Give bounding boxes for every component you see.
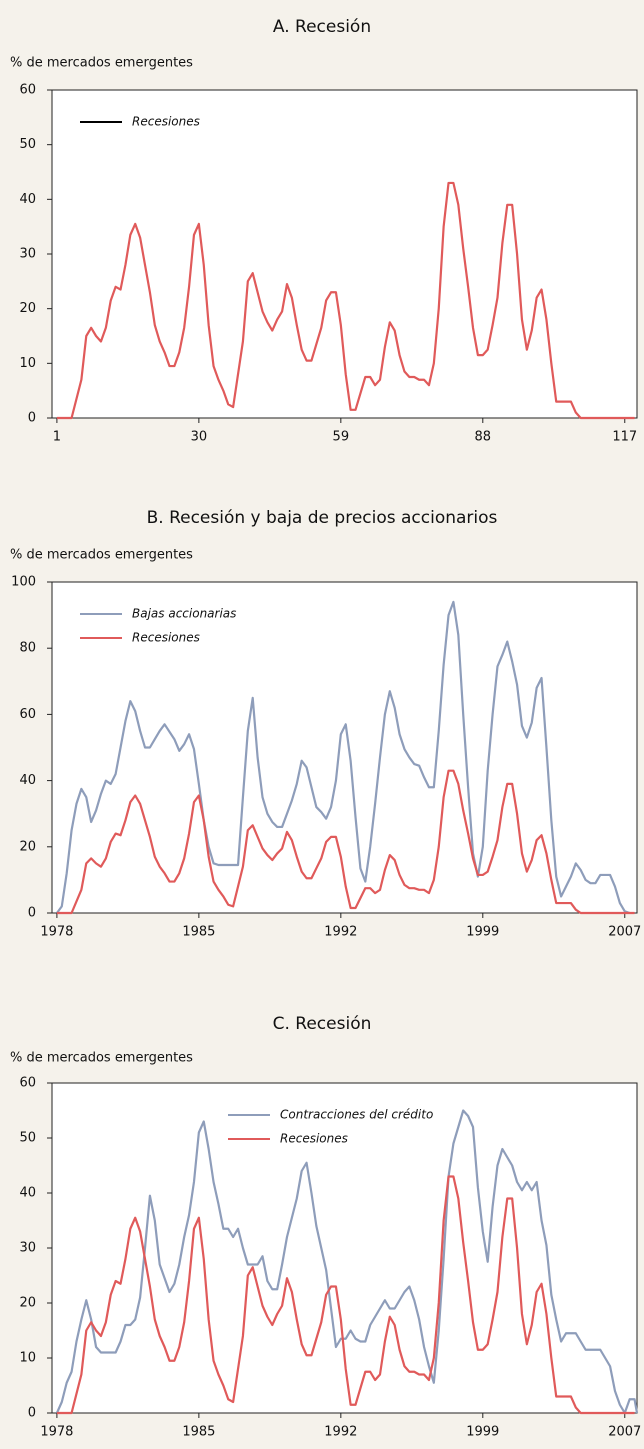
y-tick-label: 30 — [19, 1241, 36, 1256]
y-tick-label: 40 — [19, 1186, 36, 1201]
x-tick-label: 1985 — [182, 1425, 215, 1440]
y-tick-label: 50 — [19, 137, 36, 152]
x-tick-label: 2007 — [608, 1425, 641, 1440]
y-tick-label: 0 — [28, 411, 36, 426]
y-axis-label: % de mercados emergentes — [10, 548, 193, 563]
y-tick-label: 100 — [11, 575, 36, 590]
y-tick-label: 40 — [19, 192, 36, 207]
chart-title: B. Recesión y baja de precios accionario… — [147, 508, 498, 528]
y-tick-label: 20 — [19, 301, 36, 316]
y-tick-label: 20 — [19, 839, 36, 854]
series-line — [56, 181, 635, 420]
x-tick-label: 59 — [333, 430, 350, 445]
y-tick-label: 10 — [19, 1351, 36, 1366]
x-tick-label: 88 — [475, 430, 492, 445]
y-tick-label: 40 — [19, 773, 36, 788]
legend-label: Recesiones — [132, 631, 200, 645]
y-tick-label: 80 — [19, 641, 36, 656]
x-tick-label: 1978 — [40, 925, 73, 940]
y-tick-label: 0 — [28, 906, 36, 921]
x-tick-label: 1978 — [40, 1425, 73, 1440]
y-tick-label: 10 — [19, 356, 36, 371]
series-line — [56, 769, 635, 915]
x-tick-label: 2007 — [608, 925, 641, 940]
x-tick-label: 30 — [191, 430, 208, 445]
x-tick-label: 1992 — [324, 1425, 357, 1440]
y-axis-label: % de mercados emergentes — [10, 1051, 193, 1066]
legend-label: Contracciones del crédito — [280, 1108, 433, 1122]
y-tick-label: 60 — [19, 707, 36, 722]
x-tick-label: 1985 — [182, 925, 215, 940]
legend-label: Bajas accionarias — [132, 607, 236, 621]
x-tick-label: 1992 — [324, 925, 357, 940]
y-tick-label: 50 — [19, 1131, 36, 1146]
legend-label: Recesiones — [280, 1132, 348, 1146]
y-tick-label: 60 — [19, 1076, 36, 1091]
legend-label: Recesiones — [132, 115, 200, 129]
y-tick-label: 30 — [19, 247, 36, 262]
y-tick-label: 60 — [19, 83, 36, 98]
chart-title: C. Recesión — [273, 1014, 372, 1034]
chart-title: A. Recesión — [273, 17, 371, 37]
y-tick-label: 0 — [28, 1406, 36, 1421]
y-tick-label: 20 — [19, 1296, 36, 1311]
x-tick-label: 117 — [612, 430, 637, 445]
series-line — [56, 1175, 635, 1415]
x-tick-label: 1999 — [466, 1425, 499, 1440]
y-axis-label: % de mercados emergentes — [10, 56, 193, 71]
series-line — [55, 1109, 639, 1415]
x-tick-label: 1999 — [466, 925, 499, 940]
series-line — [56, 600, 631, 915]
x-tick-label: 1 — [53, 430, 61, 445]
